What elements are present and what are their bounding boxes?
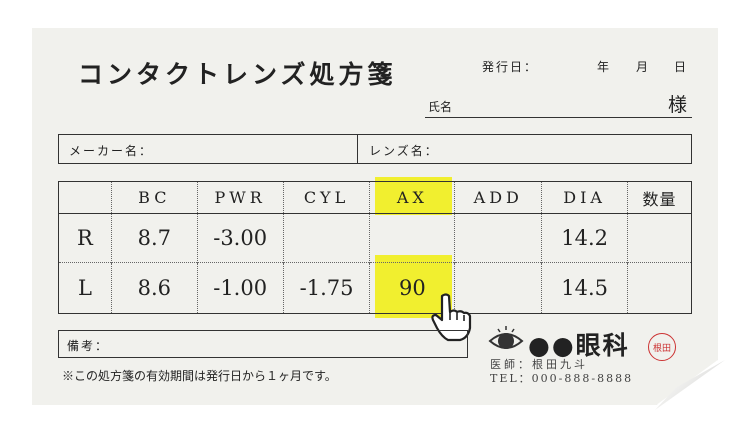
table-row-l: L 8.6 -1.00 -1.75 90 14.5 [58, 262, 692, 314]
table-row-r: R 8.7 -3.00 14.2 [58, 213, 692, 263]
cell[interactable]: -1.75 [282, 262, 370, 314]
cell: R [58, 213, 112, 263]
cell[interactable] [627, 213, 692, 263]
cell[interactable] [454, 262, 542, 314]
cell: L [58, 262, 112, 314]
cell[interactable]: 14.5 [541, 262, 628, 314]
cell[interactable] [369, 213, 455, 263]
cell[interactable]: 8.7 [110, 213, 198, 263]
patient-name-label: 氏名 [428, 100, 453, 114]
header-add: ADD [454, 181, 542, 214]
header-dia: DIA [541, 181, 628, 214]
validity-footnote: ※この処方箋の有効期間は発行日から１ヶ月です。 [62, 369, 337, 383]
header-pwr: PWR [196, 181, 284, 214]
cell-ax-l[interactable]: 90 [369, 262, 455, 314]
patient-name-field[interactable] [425, 117, 692, 118]
cell[interactable] [282, 213, 370, 263]
eye-icon [488, 326, 524, 349]
issue-date-label: 発行日： [482, 60, 539, 74]
year-label: 年 [597, 60, 610, 74]
header-bc: BC [110, 181, 198, 214]
remarks-label: 備考： [67, 339, 110, 353]
cell[interactable]: -1.00 [196, 262, 284, 314]
header-cell [58, 181, 112, 214]
header-cyl: CYL [282, 181, 370, 214]
page-title: コンタクトレンズ処方箋 [78, 60, 397, 89]
lens-label: レンズ名： [369, 144, 439, 158]
patient-suffix: 様 [668, 94, 688, 116]
clinic-name: ●●眼科 [528, 331, 630, 360]
doctor-name: 医師：根田九斗 [490, 358, 588, 371]
prescription-table: BC PWR CYL AX ADD DIA 数量 R 8.7 -3.00 14.… [58, 181, 692, 314]
header-qty: 数量 [627, 181, 692, 214]
remarks-box[interactable]: 備考： [58, 330, 468, 358]
cell[interactable]: 14.2 [541, 213, 628, 263]
hand-pointer-icon [431, 293, 472, 342]
clinic-tel: TEL：000-888-8888 [490, 372, 634, 385]
maker-lens-box: メーカー名： レンズ名： [58, 134, 692, 164]
doctor-seal: 根田 [648, 333, 676, 361]
maker-label: メーカー名： [69, 144, 154, 158]
month-label: 月 [636, 60, 649, 74]
header-ax: AX [369, 181, 455, 214]
day-label: 日 [674, 60, 687, 74]
cell[interactable] [627, 262, 692, 314]
cell[interactable] [454, 213, 542, 263]
cell[interactable]: 8.6 [110, 262, 198, 314]
cell[interactable]: -3.00 [196, 213, 284, 263]
